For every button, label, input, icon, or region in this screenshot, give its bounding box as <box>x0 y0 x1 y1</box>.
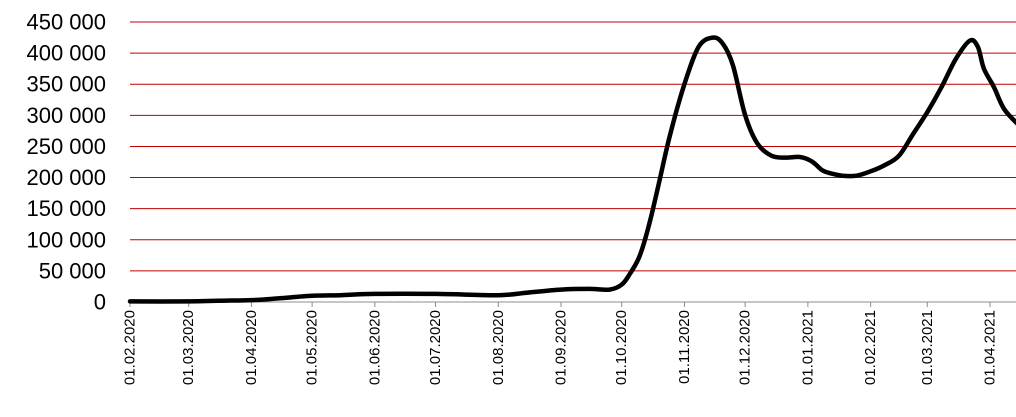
x-tick-label: 01.06.2020 <box>366 310 383 385</box>
x-tick-label: 01.10.2020 <box>613 310 630 385</box>
x-tick-label: 01.04.2020 <box>243 310 260 385</box>
y-tick-label: 250 000 <box>26 134 106 159</box>
series-line <box>127 35 1016 304</box>
y-tick-label: 450 000 <box>26 10 106 35</box>
y-tick-label: 0 <box>94 290 106 315</box>
y-tick-label: 200 000 <box>26 165 106 190</box>
x-tick-label: 01.07.2020 <box>427 310 444 385</box>
x-tick-label: 01.03.2020 <box>180 310 197 385</box>
y-tick-label: 150 000 <box>26 196 106 221</box>
x-tick-label: 01.02.2020 <box>122 310 139 385</box>
x-tick-label: 01.12.2020 <box>737 310 754 385</box>
x-tick-label: 01.05.2020 <box>304 310 321 385</box>
x-tick-label: 01.04.2021 <box>982 310 999 385</box>
x-tick-label: 01.02.2021 <box>862 310 879 385</box>
y-tick-label: 350 000 <box>26 72 106 97</box>
x-tick-label: 01.11.2020 <box>676 310 693 384</box>
x-tick-label: 01.08.2020 <box>490 310 507 385</box>
x-tick-label: 01.03.2021 <box>919 310 936 385</box>
y-tick-label: 50 000 <box>39 258 106 283</box>
y-tick-label: 300 000 <box>26 103 106 128</box>
x-tick-label: 01.09.2020 <box>553 310 570 385</box>
y-tick-label: 400 000 <box>26 41 106 66</box>
y-tick-label: 100 000 <box>26 227 106 252</box>
x-tick-label: 01.01.2021 <box>799 310 816 385</box>
